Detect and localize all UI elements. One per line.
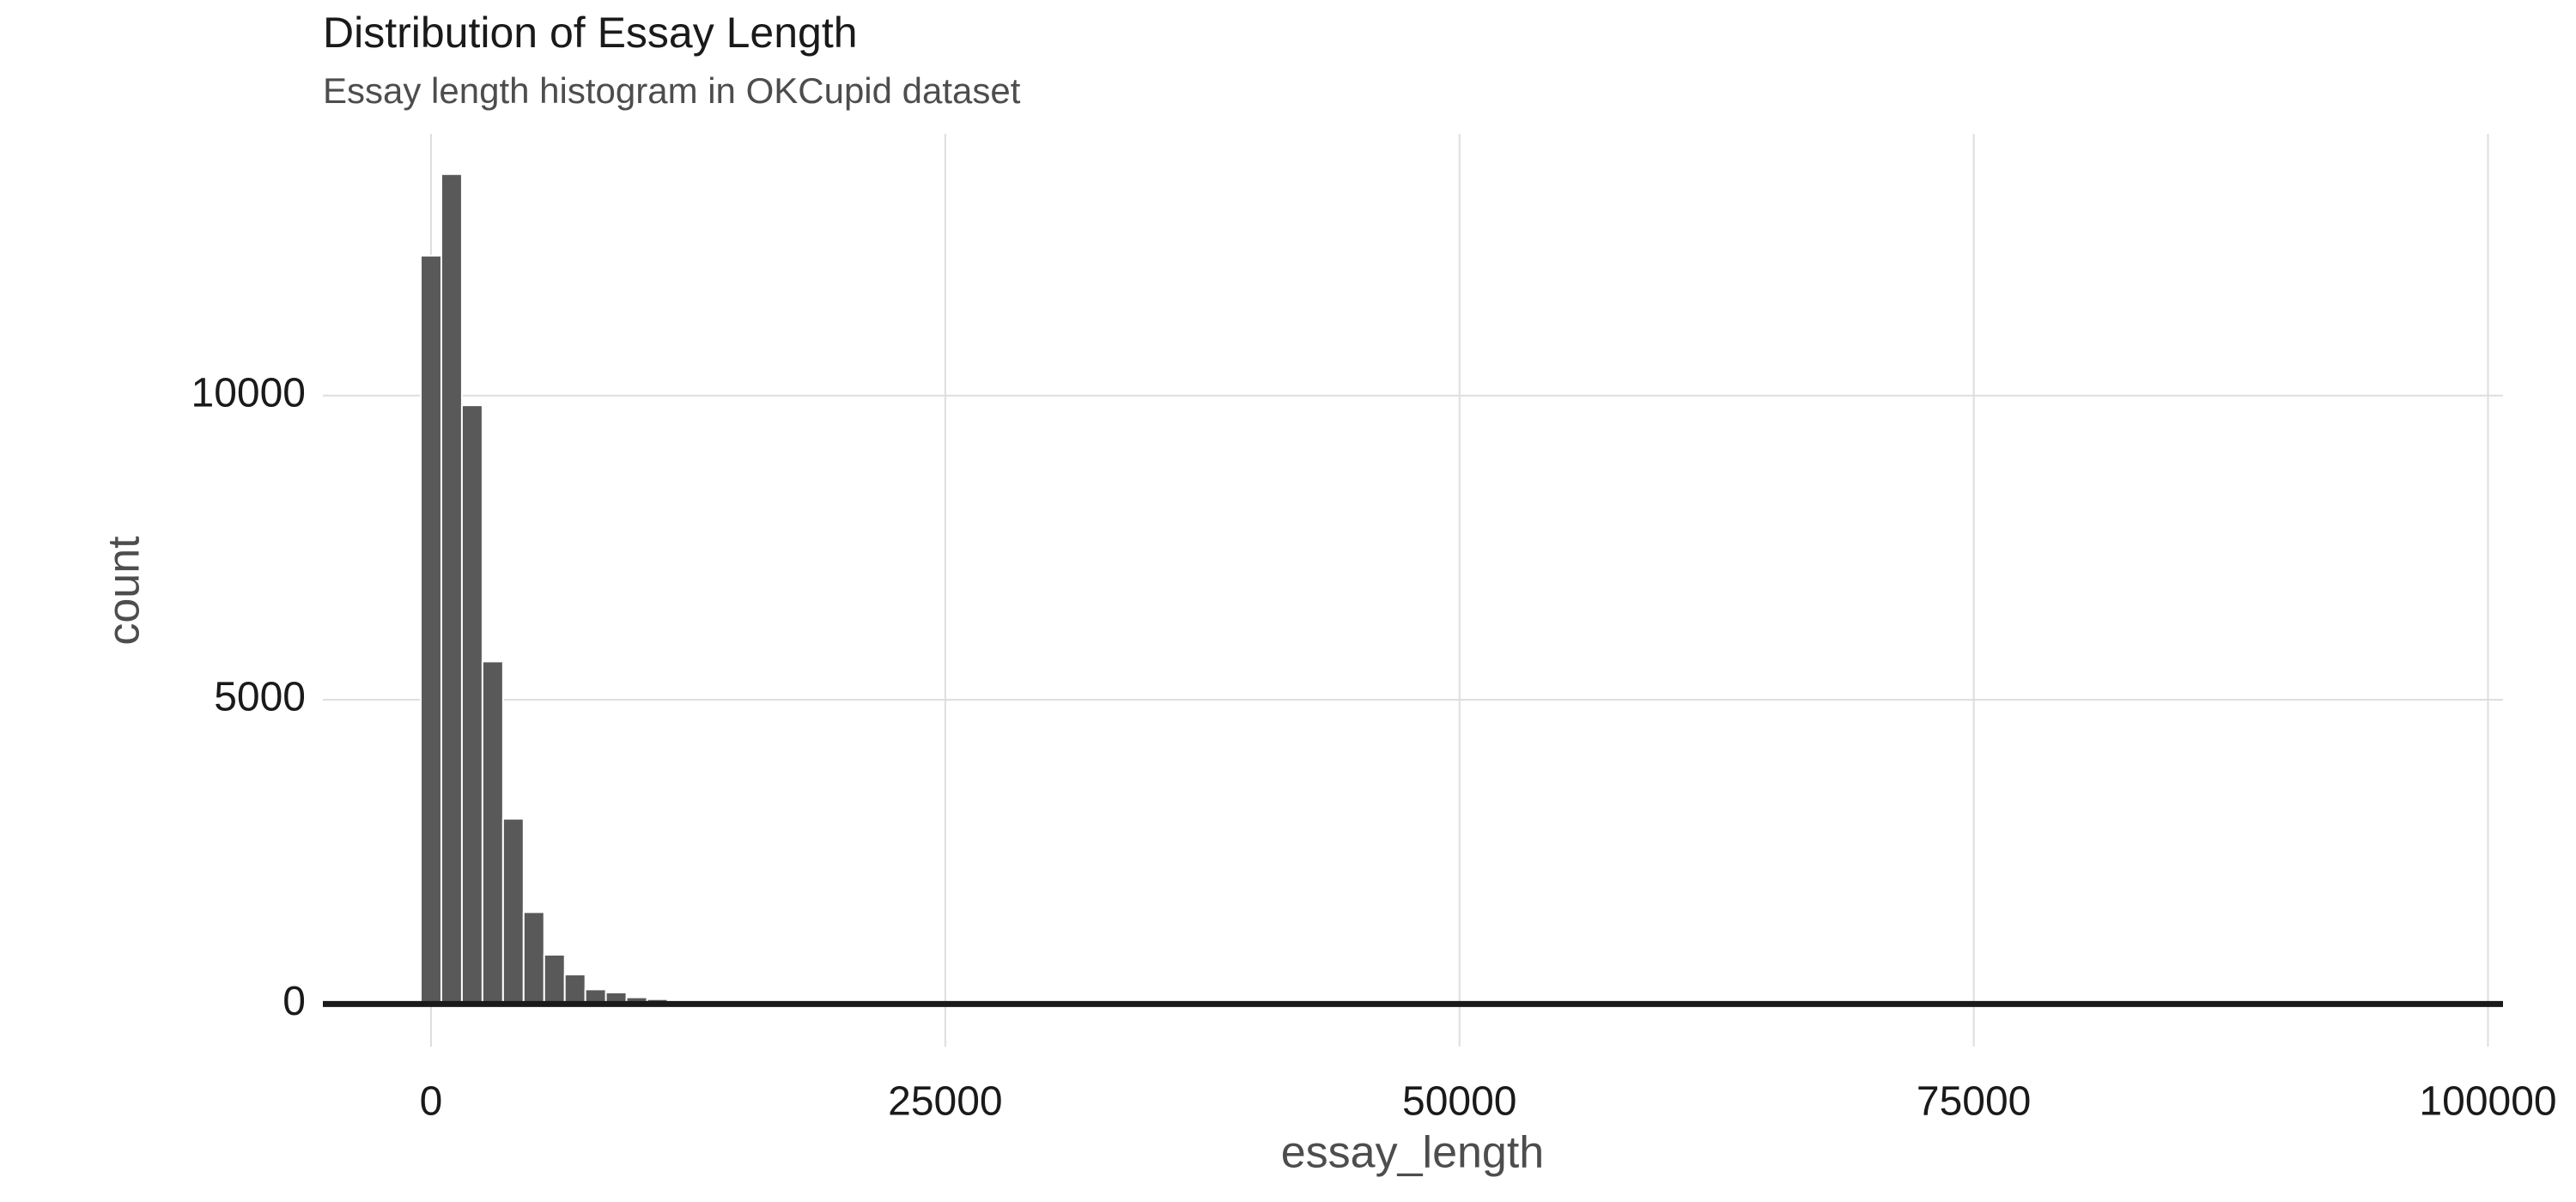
bar [440, 173, 463, 1005]
bar [420, 254, 442, 1005]
x-tick-label: 100000 [2419, 1079, 2556, 1125]
bar [501, 817, 525, 1005]
x-axis-title: essay_length [1281, 1128, 1544, 1178]
bar [543, 953, 566, 1005]
y-axis-title: count [100, 536, 149, 646]
x-tick-label: 50000 [1402, 1079, 1516, 1125]
y-tick-label: 10000 [191, 370, 306, 416]
chart-title: Distribution of Essay Length [323, 9, 858, 57]
x-tick-label: 75000 [1917, 1079, 2031, 1125]
chart-subtitle: Essay length histogram in OKCupid datase… [323, 70, 1021, 111]
x-tick-label: 0 [420, 1079, 443, 1125]
y-tick-label: 5000 [214, 675, 306, 720]
bar [460, 404, 483, 1005]
y-tick-label: 0 [283, 979, 306, 1024]
bar [563, 974, 586, 1005]
x-tick-label: 25000 [888, 1079, 1002, 1125]
bar [522, 911, 545, 1005]
bar [481, 660, 504, 1005]
